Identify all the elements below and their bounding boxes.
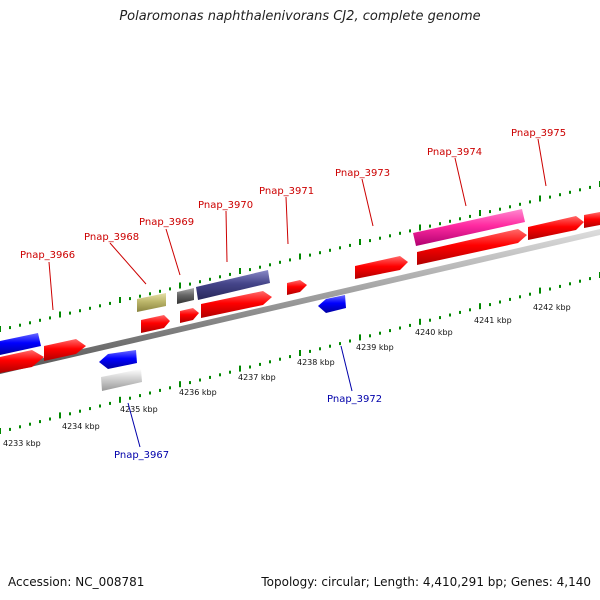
scale-label-4235: 4235 kbp [120,405,158,414]
gene-label-pnap-3971[interactable]: Pnap_3971 [259,186,314,197]
scale-label-4238: 4238 kbp [297,358,335,367]
gene-label-pnap-3972[interactable]: Pnap_3972 [327,394,382,405]
scale-labels: 4233 kbp 4234 kbp 4235 kbp 4236 kbp 4237… [3,303,571,448]
gene-label-pnap-3967[interactable]: Pnap_3967 [114,450,169,461]
gene-label-pnap-3966[interactable]: Pnap_3966 [20,250,75,261]
scale-label-4234: 4234 kbp [62,422,100,431]
genome-backbone [0,229,600,374]
gene-arrow[interactable] [44,339,86,361]
outer-tick-row [0,181,600,332]
scale-label-4237: 4237 kbp [238,373,276,382]
accession-label: Accession: NC_008781 [8,575,145,589]
gene-labels: Pnap_3966 Pnap_3968 Pnap_3969 Pnap_3970 … [20,128,566,461]
scale-label-4236: 4236 kbp [179,388,217,397]
gene-label-pnap-3974[interactable]: Pnap_3974 [427,147,482,158]
gene-arrow[interactable] [137,293,166,312]
gene-arrow[interactable] [584,212,600,228]
gene-arrow[interactable] [528,216,584,240]
gene-arrow[interactable] [196,270,270,300]
scale-label-4240: 4240 kbp [415,328,453,337]
gene-arrow[interactable] [287,280,307,295]
gene-arrow[interactable] [0,333,41,355]
gene-arrow[interactable] [355,256,408,279]
gene-label-pnap-3970[interactable]: Pnap_3970 [198,200,253,211]
gene-arrow[interactable] [177,288,194,304]
map-title: Polaromonas naphthalenivorans CJ2, compl… [119,9,481,24]
gene-arrow[interactable] [99,350,137,369]
gene-arrow[interactable] [141,315,170,333]
scale-label-4239: 4239 kbp [356,343,394,352]
gene-arrow[interactable] [180,308,199,323]
scale-label-4241: 4241 kbp [474,316,512,325]
forward-genes [0,209,600,373]
gene-arrow[interactable] [201,291,272,318]
gene-arrow[interactable] [318,295,346,313]
gene-label-pnap-3969[interactable]: Pnap_3969 [139,217,194,228]
gene-arrow[interactable] [413,209,525,246]
gene-label-pnap-3973[interactable]: Pnap_3973 [335,168,390,179]
gene-label-pnap-3968[interactable]: Pnap_3968 [84,232,139,243]
label-leaders [48,138,547,448]
gene-arrow[interactable] [0,350,44,373]
scale-label-4233: 4233 kbp [3,439,41,448]
inner-tick-row [0,272,600,434]
gene-label-pnap-3975[interactable]: Pnap_3975 [511,128,566,139]
gene-arrow[interactable] [417,229,527,265]
gene-arrow[interactable] [101,369,142,391]
topology-label: Topology: circular; Length: 4,410,291 bp… [261,575,591,589]
scale-label-4242: 4242 kbp [533,303,571,312]
reverse-genes [0,295,346,391]
